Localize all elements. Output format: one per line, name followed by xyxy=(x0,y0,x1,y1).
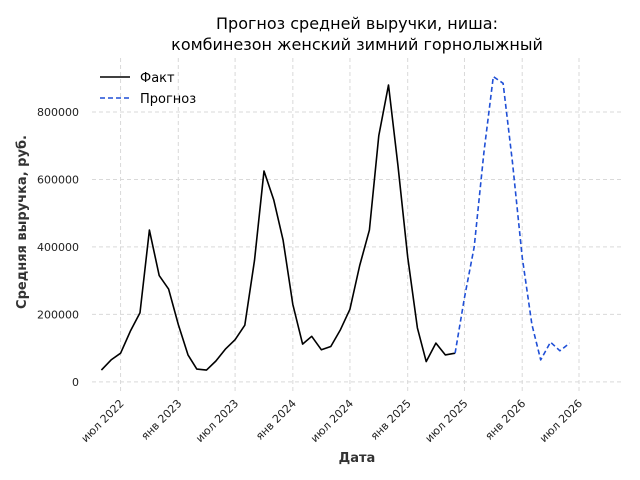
y-tick-label: 0 xyxy=(72,376,79,389)
x-tick-label: июл 2024 xyxy=(308,397,356,445)
legend: Факт Прогноз xyxy=(100,71,196,107)
x-tick-label: янв 2026 xyxy=(483,397,529,443)
x-tick-label: янв 2025 xyxy=(368,397,414,443)
y-tick-label: 600000 xyxy=(37,173,79,186)
x-tick-label: янв 2024 xyxy=(253,397,299,443)
series-layer xyxy=(100,75,571,371)
x-tick-label: июл 2026 xyxy=(537,397,585,445)
x-tick-label: июл 2025 xyxy=(423,397,471,445)
chart-title-line-1: Прогноз средней выручки, ниша: xyxy=(216,14,498,33)
y-axis-ticks: 0 200000 400000 600000 800000 xyxy=(37,106,79,389)
y-axis-label: Средняя выручка, руб. xyxy=(15,135,30,309)
x-tick-label: янв 2023 xyxy=(139,397,185,443)
y-tick-label: 400000 xyxy=(37,241,79,254)
series-line-fact xyxy=(100,84,456,371)
legend-label-fact: Факт xyxy=(140,71,175,86)
x-axis-label: Дата xyxy=(339,451,376,466)
x-tick-label: июл 2022 xyxy=(79,397,127,445)
y-tick-label: 200000 xyxy=(37,308,79,321)
x-tick-label: июл 2023 xyxy=(193,397,241,445)
grid-lines xyxy=(92,58,622,392)
x-axis-ticks: июл 2022 янв 2023 июл 2023 янв 2024 июл 2024… xyxy=(79,397,585,445)
y-tick-label: 800000 xyxy=(37,106,79,119)
legend-label-forecast: Прогноз xyxy=(140,92,196,107)
series-line-forecast xyxy=(454,75,571,361)
chart-title-line-2: комбинезон женский зимний горнолыжный xyxy=(171,35,543,54)
